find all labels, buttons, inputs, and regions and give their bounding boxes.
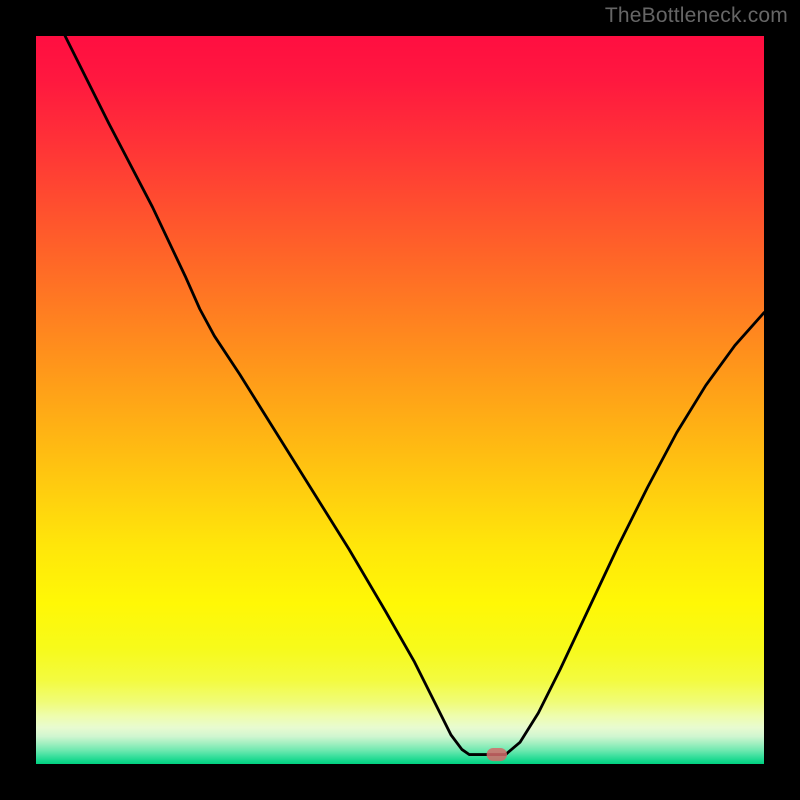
plot-background (36, 36, 764, 764)
bottleneck-chart (0, 0, 800, 800)
watermark-text: TheBottleneck.com (605, 4, 788, 28)
optimum-marker (487, 748, 507, 761)
